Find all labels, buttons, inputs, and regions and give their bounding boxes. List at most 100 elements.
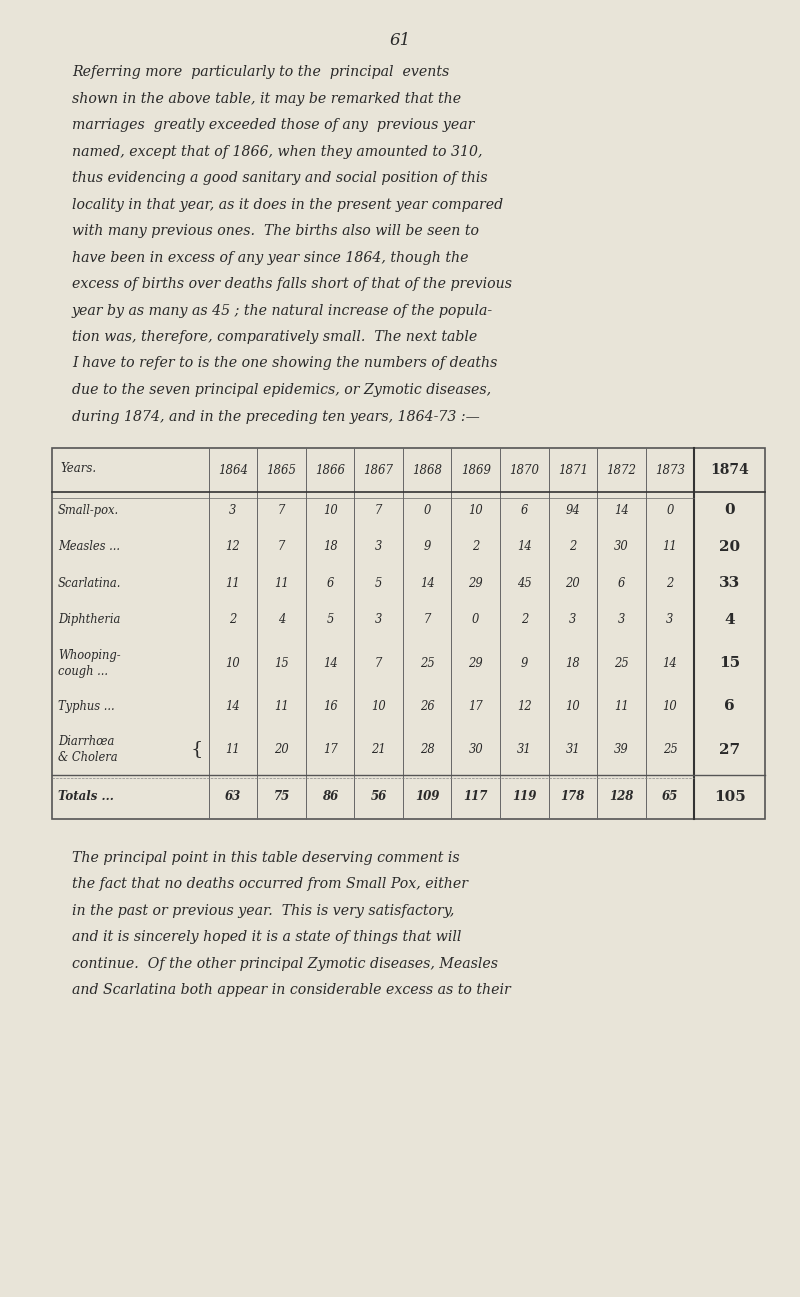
Text: 29: 29 [468, 577, 483, 590]
Text: 61: 61 [390, 32, 410, 49]
Text: Typhus ...: Typhus ... [58, 700, 114, 713]
Text: and Scarlatina both appear in considerable excess as to their: and Scarlatina both appear in considerab… [72, 983, 510, 997]
Text: Scarlatina.: Scarlatina. [58, 577, 122, 590]
Text: 6: 6 [724, 699, 735, 713]
Text: 5: 5 [375, 577, 382, 590]
Text: the fact that no deaths occurred from Small Pox, either: the fact that no deaths occurred from Sm… [72, 877, 468, 891]
Text: 6: 6 [618, 577, 625, 590]
Text: 0: 0 [666, 503, 674, 516]
Text: 11: 11 [274, 577, 289, 590]
Text: 0: 0 [423, 503, 431, 516]
Text: 128: 128 [610, 790, 634, 803]
Text: named, except that of 1866, when they amounted to 310,: named, except that of 1866, when they am… [72, 144, 482, 158]
Text: 4: 4 [724, 612, 735, 626]
Text: 4: 4 [278, 613, 286, 626]
Text: shown in the above table, it may be remarked that the: shown in the above table, it may be rema… [72, 92, 461, 105]
Text: due to the seven principal epidemics, or Zymotic diseases,: due to the seven principal epidemics, or… [72, 383, 491, 397]
Text: 10: 10 [662, 700, 678, 713]
Text: 16: 16 [322, 700, 338, 713]
Text: continue.  Of the other principal Zymotic diseases, Measles: continue. Of the other principal Zymotic… [72, 956, 498, 970]
Text: 7: 7 [278, 541, 286, 554]
Text: Referring more  particularly to the  principal  events: Referring more particularly to the princ… [72, 65, 450, 79]
Text: 5: 5 [326, 613, 334, 626]
Text: 14: 14 [322, 656, 338, 669]
Text: 3: 3 [375, 613, 382, 626]
Text: 1872: 1872 [606, 463, 636, 476]
Text: 9: 9 [423, 541, 431, 554]
Text: 30: 30 [468, 743, 483, 756]
Text: 10: 10 [226, 656, 241, 669]
Text: Small-pox.: Small-pox. [58, 503, 119, 516]
Text: 178: 178 [561, 790, 585, 803]
Text: 3: 3 [230, 503, 237, 516]
Text: 0: 0 [472, 613, 479, 626]
Text: and it is sincerely hoped it is a state of things that will: and it is sincerely hoped it is a state … [72, 930, 462, 944]
Text: 28: 28 [420, 743, 434, 756]
Text: & Cholera: & Cholera [58, 751, 118, 764]
Text: cough ...: cough ... [58, 664, 108, 677]
Text: 1866: 1866 [315, 463, 345, 476]
Text: 15: 15 [719, 656, 740, 671]
Text: 10: 10 [371, 700, 386, 713]
Text: 11: 11 [662, 541, 678, 554]
Text: 11: 11 [614, 700, 629, 713]
Text: thus evidencing a good sanitary and social position of this: thus evidencing a good sanitary and soci… [72, 171, 488, 185]
Text: Years.: Years. [60, 462, 96, 475]
Text: tion was, therefore, comparatively small.  The next table: tion was, therefore, comparatively small… [72, 329, 478, 344]
Text: marriages  greatly exceeded those of any  previous year: marriages greatly exceeded those of any … [72, 118, 474, 132]
Text: 10: 10 [566, 700, 580, 713]
Text: with many previous ones.  The births also will be seen to: with many previous ones. The births also… [72, 224, 479, 239]
Text: 2: 2 [521, 613, 528, 626]
Text: 11: 11 [274, 700, 289, 713]
Text: 2: 2 [569, 541, 577, 554]
Text: 14: 14 [517, 541, 532, 554]
Text: 20: 20 [274, 743, 289, 756]
Text: year by as many as 45 ; the natural increase of the popula-: year by as many as 45 ; the natural incr… [72, 303, 493, 318]
Text: 3: 3 [666, 613, 674, 626]
Text: 86: 86 [322, 790, 338, 803]
Text: 6: 6 [326, 577, 334, 590]
Text: in the past or previous year.  This is very satisfactory,: in the past or previous year. This is ve… [72, 904, 454, 917]
Text: 2: 2 [230, 613, 237, 626]
Text: 56: 56 [370, 790, 386, 803]
Text: 10: 10 [468, 503, 483, 516]
Text: 12: 12 [226, 541, 241, 554]
Text: 39: 39 [614, 743, 629, 756]
Text: 119: 119 [512, 790, 537, 803]
Text: 1873: 1873 [655, 463, 685, 476]
Text: 14: 14 [226, 700, 241, 713]
Text: 3: 3 [618, 613, 625, 626]
Text: 2: 2 [472, 541, 479, 554]
Text: 25: 25 [614, 656, 629, 669]
Text: 3: 3 [375, 541, 382, 554]
Text: 10: 10 [322, 503, 338, 516]
Text: I have to refer to is the one showing the numbers of deaths: I have to refer to is the one showing th… [72, 357, 498, 371]
Text: 20: 20 [566, 577, 580, 590]
Text: 45: 45 [517, 577, 532, 590]
Text: 29: 29 [468, 656, 483, 669]
Text: 1868: 1868 [412, 463, 442, 476]
Text: 18: 18 [566, 656, 580, 669]
Text: 65: 65 [662, 790, 678, 803]
Text: locality in that year, as it does in the present year compared: locality in that year, as it does in the… [72, 197, 503, 211]
Text: 94: 94 [566, 503, 580, 516]
Text: 25: 25 [420, 656, 434, 669]
Text: Whooping-: Whooping- [58, 648, 121, 661]
Text: Totals ...: Totals ... [58, 790, 114, 803]
Text: 63: 63 [225, 790, 241, 803]
Text: 27: 27 [719, 742, 740, 756]
Text: 14: 14 [614, 503, 629, 516]
Text: Measles ...: Measles ... [58, 541, 120, 554]
Text: 117: 117 [463, 790, 488, 803]
Text: 11: 11 [226, 577, 241, 590]
Text: 11: 11 [226, 743, 241, 756]
Text: 7: 7 [423, 613, 431, 626]
Text: 6: 6 [521, 503, 528, 516]
Text: 7: 7 [375, 503, 382, 516]
Text: 105: 105 [714, 790, 746, 804]
Text: 31: 31 [517, 743, 532, 756]
Text: 17: 17 [468, 700, 483, 713]
Text: 1864: 1864 [218, 463, 248, 476]
Text: 33: 33 [719, 576, 740, 590]
Text: 18: 18 [322, 541, 338, 554]
